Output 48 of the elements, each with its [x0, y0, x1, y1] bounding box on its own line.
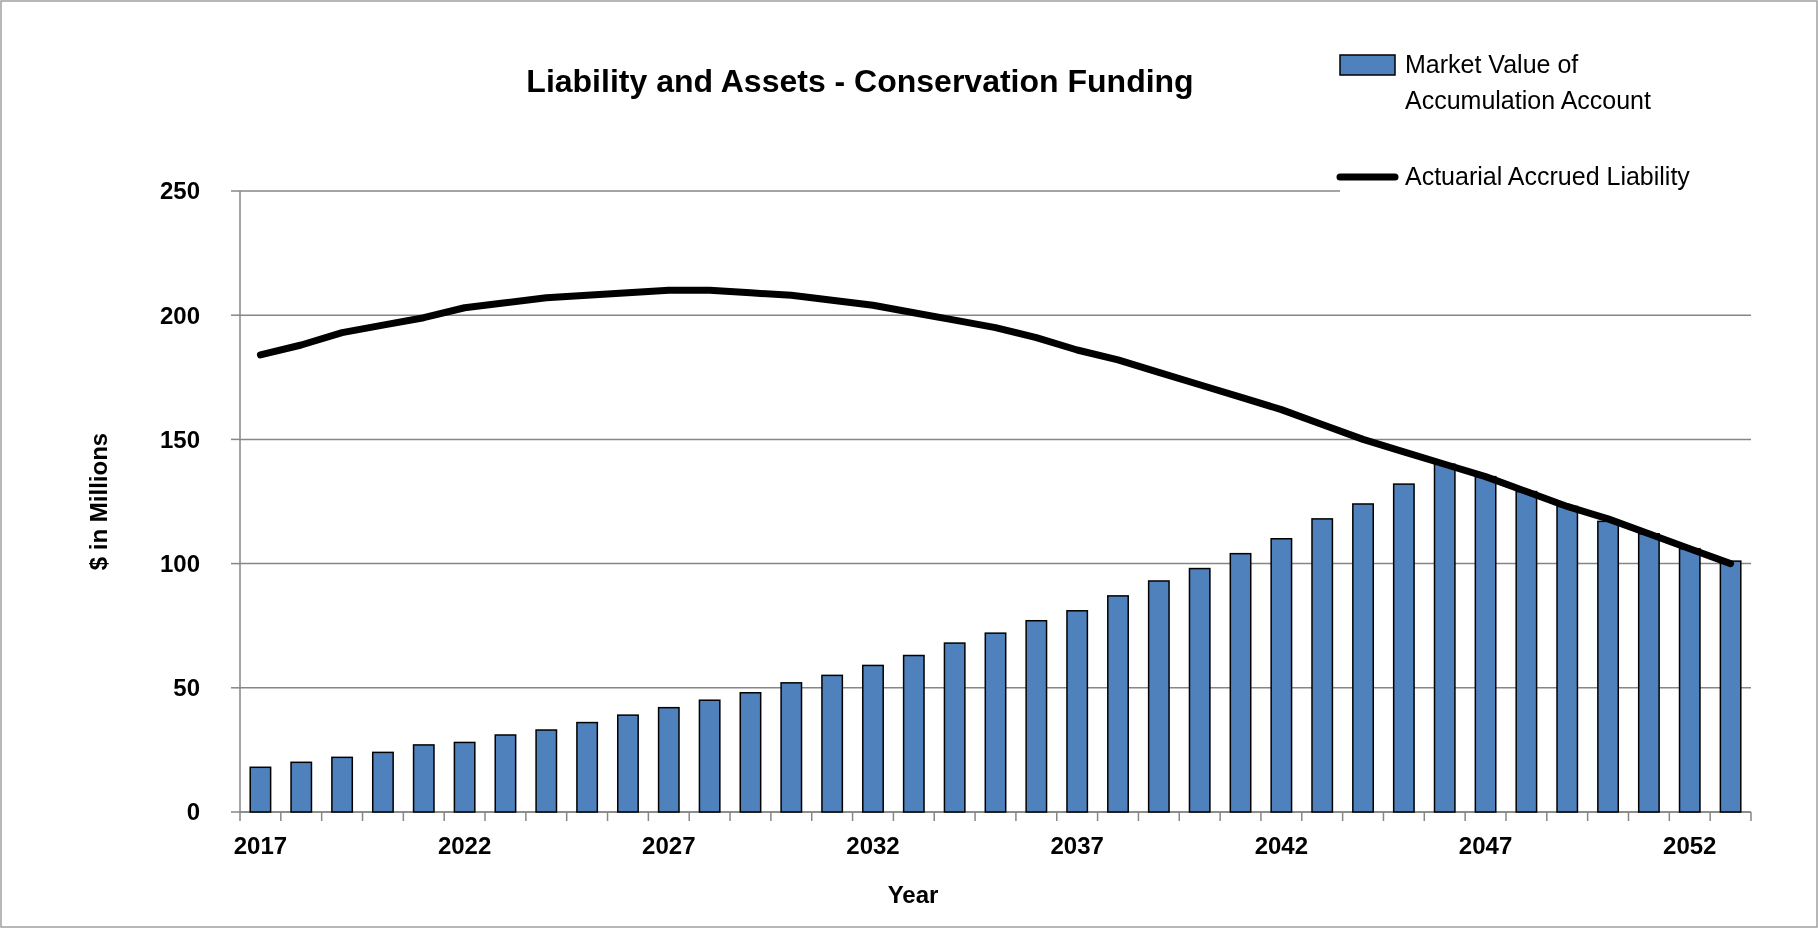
bar [1311, 518, 1334, 813]
x-tick-label: 2047 [1458, 832, 1513, 859]
y-tick-label: 150 [159, 425, 200, 453]
legend-label: Market Value of Accumulation Account [1405, 50, 1652, 114]
bar [780, 682, 803, 813]
bar [1392, 483, 1415, 813]
y-tick-label: 50 [173, 674, 200, 702]
bar [535, 729, 558, 813]
x-tick-label: 2017 [233, 832, 288, 859]
bar [698, 699, 721, 813]
x-tick-label: 2032 [846, 832, 900, 859]
x-tick-label: 2027 [642, 832, 696, 859]
bar [1147, 580, 1170, 813]
bar [1229, 552, 1252, 813]
bar [290, 761, 313, 813]
y-tick-label: 200 [159, 301, 200, 329]
bar [821, 674, 844, 813]
y-tick-label: 250 [159, 177, 200, 205]
chart-title: Liability and Assets - Conservation Funding [526, 63, 1194, 99]
bar [943, 642, 966, 813]
bar [1066, 610, 1089, 813]
y-axis-title: $ in Millions [85, 432, 112, 571]
bar [1270, 538, 1293, 813]
bar [371, 751, 394, 813]
bar [617, 714, 639, 813]
bar [331, 756, 354, 813]
bar [984, 632, 1007, 813]
bar [862, 664, 884, 813]
bar [739, 692, 762, 813]
bar [494, 734, 517, 813]
bar [576, 721, 599, 813]
bar [1352, 503, 1374, 813]
x-axis-title: Year [887, 881, 939, 908]
x-tick-label: 2022 [437, 832, 492, 859]
x-tick-label: 2052 [1663, 832, 1717, 859]
bar [249, 766, 272, 813]
bar [1107, 595, 1129, 813]
y-tick-label: 0 [186, 798, 200, 826]
x-tick-label: 2037 [1050, 832, 1104, 859]
x-tick-label: 2042 [1254, 832, 1309, 859]
bar [1188, 567, 1211, 813]
bar [1025, 619, 1048, 813]
bar [902, 654, 925, 813]
bar [657, 706, 680, 813]
y-tick-label: 100 [159, 550, 200, 577]
bar [412, 744, 435, 813]
legend-label: Actuarial Accrued Liability [1405, 162, 1691, 190]
bar [453, 741, 476, 813]
